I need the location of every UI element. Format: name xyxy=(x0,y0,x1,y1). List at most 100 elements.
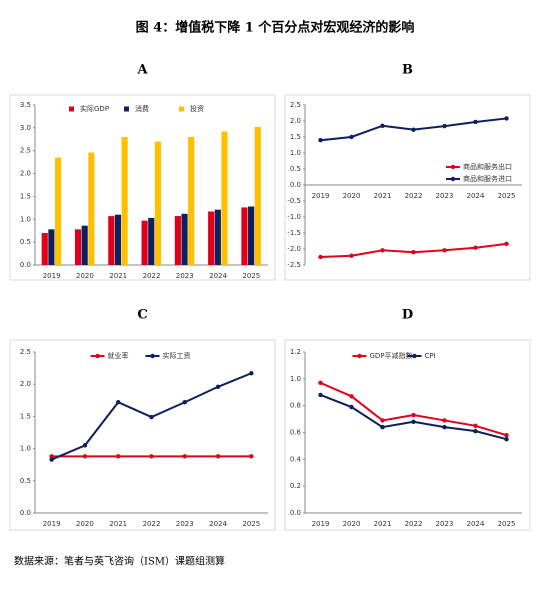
x-tick-label: 2020 xyxy=(76,520,94,528)
point xyxy=(411,250,416,255)
x-tick-label: 2022 xyxy=(405,520,423,528)
x-tick-label: 2025 xyxy=(242,272,260,280)
bar xyxy=(74,229,82,265)
bar xyxy=(81,225,88,265)
y-tick-label: -2.5 xyxy=(287,261,301,269)
bar xyxy=(181,213,188,265)
bar xyxy=(188,137,195,265)
legend-label: GDP平减指数 xyxy=(370,351,413,360)
point xyxy=(49,454,54,459)
x-tick-label: 2024 xyxy=(209,520,227,528)
bar xyxy=(154,141,161,265)
point xyxy=(349,253,354,258)
source: 数据来源：笔者与英飞咨询（ISM）课题组测算 xyxy=(14,555,225,568)
y-tick-label: 0.0 xyxy=(290,509,301,517)
bar xyxy=(254,126,261,265)
x-tick-label: 2021 xyxy=(374,192,392,200)
point xyxy=(504,437,509,442)
point xyxy=(349,134,354,140)
y-tick-label: 2.5 xyxy=(20,348,31,356)
panel-title: A xyxy=(136,63,148,78)
point xyxy=(318,254,323,260)
x-tick-label: 2020 xyxy=(343,520,361,528)
y-tick-label: -2.0 xyxy=(287,245,301,253)
point xyxy=(349,394,354,399)
legend-swatch xyxy=(124,106,129,112)
y-tick-label: 2.5 xyxy=(20,147,31,155)
y-tick-label: 0.2 xyxy=(290,482,301,490)
point xyxy=(215,384,221,389)
bar xyxy=(241,207,248,265)
point xyxy=(380,248,385,253)
y-tick-label: 1.0 xyxy=(290,149,301,157)
y-tick-label: 1.2 xyxy=(290,348,301,356)
legend-label: 商品和服务进口 xyxy=(463,174,512,183)
bar xyxy=(54,157,62,265)
point xyxy=(504,241,509,247)
point xyxy=(442,248,447,253)
point xyxy=(473,428,478,434)
bar xyxy=(41,233,48,265)
legend-label: 投资 xyxy=(190,104,204,113)
legend-swatch xyxy=(69,106,74,112)
y-tick-label: 1.5 xyxy=(20,412,31,420)
bar xyxy=(208,211,215,265)
y-tick-label: 0.5 xyxy=(20,477,31,485)
y-tick-label: 0.4 xyxy=(290,455,302,463)
y-tick-label: 0.5 xyxy=(290,165,301,173)
x-tick-label: 2019 xyxy=(312,520,330,528)
legend-label: CPI xyxy=(425,352,436,360)
y-tick-label: 3.0 xyxy=(20,124,31,132)
legend-point xyxy=(95,353,100,359)
panel-frame xyxy=(9,94,276,281)
x-tick-label: 2020 xyxy=(76,272,94,280)
y-tick-label: 2.0 xyxy=(20,380,31,388)
point xyxy=(116,454,121,459)
point xyxy=(504,432,509,438)
legend-label: 实际工资 xyxy=(163,351,191,360)
legend-point xyxy=(150,353,155,359)
line xyxy=(320,381,507,437)
point xyxy=(380,424,385,430)
bar xyxy=(88,152,95,265)
y-tick-label: 0.0 xyxy=(290,181,301,189)
legend-swatch xyxy=(179,106,184,112)
point xyxy=(442,123,447,129)
y-tick-label: 2.0 xyxy=(290,117,301,125)
panel-frame xyxy=(284,339,531,531)
point xyxy=(182,454,187,459)
point xyxy=(215,454,221,459)
bar xyxy=(141,220,148,265)
bar xyxy=(114,214,122,265)
y-tick-label: 0.0 xyxy=(20,509,31,517)
y-tick-label: 0.0 xyxy=(20,261,31,269)
bar xyxy=(48,229,55,265)
x-tick-label: 2023 xyxy=(176,520,194,528)
point xyxy=(473,119,478,125)
y-tick-label: 1.5 xyxy=(290,133,301,141)
bar xyxy=(121,137,128,265)
x-tick-label: 2023 xyxy=(436,192,454,200)
point xyxy=(504,116,509,121)
point xyxy=(473,423,478,428)
legend-label: 实际GDP xyxy=(80,104,109,113)
point xyxy=(82,454,88,459)
legend-point xyxy=(357,353,362,359)
point xyxy=(249,454,254,459)
x-tick-label: 2022 xyxy=(143,272,161,280)
point xyxy=(149,414,154,420)
y-tick-label: -0.5 xyxy=(287,197,301,205)
bar xyxy=(214,209,221,265)
point xyxy=(49,457,54,462)
x-tick-label: 2019 xyxy=(43,272,61,280)
bar xyxy=(248,206,255,265)
y-tick-label: 1.5 xyxy=(20,192,31,200)
point xyxy=(349,404,354,410)
panel-title: D xyxy=(402,308,413,323)
figure-title: 图 4：增值税下降 1 个百分点对宏观经济的影响 xyxy=(136,20,415,36)
point xyxy=(442,418,447,423)
x-tick-label: 2024 xyxy=(209,272,227,280)
y-tick-label: 0.5 xyxy=(20,238,31,246)
